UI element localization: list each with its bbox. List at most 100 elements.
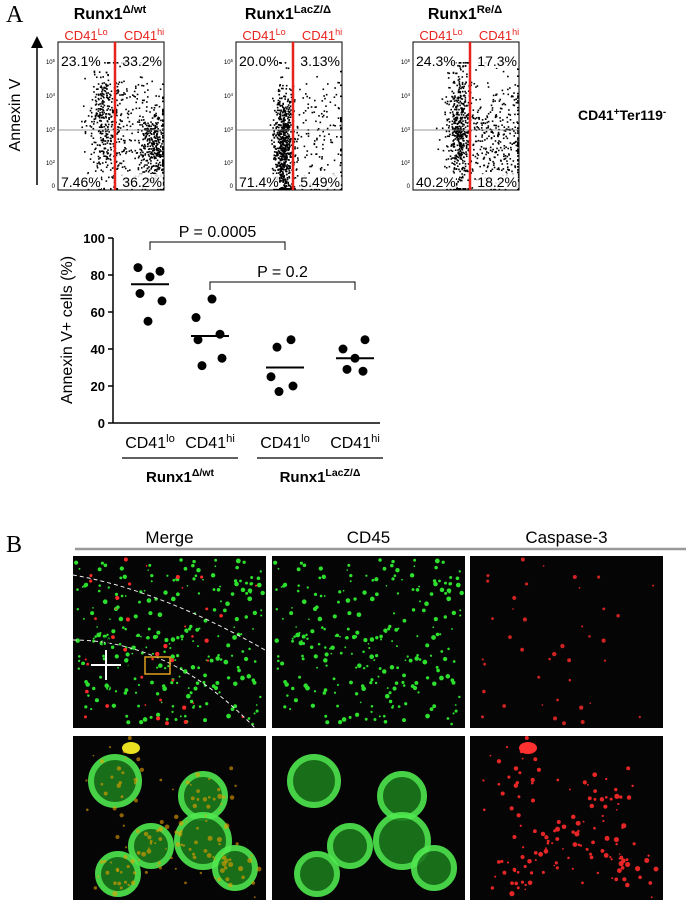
event-dot <box>162 146 164 149</box>
event-dot <box>119 162 121 165</box>
event-dot <box>103 104 106 107</box>
event-dot <box>463 169 465 172</box>
event-dot <box>284 138 287 140</box>
event-dot <box>110 134 113 137</box>
superscript: + <box>614 107 620 118</box>
event-dot <box>288 126 290 129</box>
event-dot <box>504 130 507 132</box>
caspase-speck <box>574 831 580 837</box>
event-dot <box>484 122 487 125</box>
event-dot <box>284 150 287 153</box>
event-dot <box>137 167 140 169</box>
event-dot <box>458 82 461 85</box>
event-dot <box>477 109 480 112</box>
data-point <box>207 294 217 304</box>
caspase-speck <box>568 788 571 791</box>
cell-speck <box>156 630 161 635</box>
event-dot <box>517 113 519 116</box>
caspase-speck <box>127 582 132 586</box>
caspase-speck <box>119 870 123 874</box>
event-dot <box>157 138 159 141</box>
event-dot <box>161 112 164 115</box>
event-dot <box>120 113 123 115</box>
caspase-speck <box>560 643 565 649</box>
event-dot <box>485 130 488 133</box>
event-dot <box>472 170 474 172</box>
event-dot <box>466 169 468 172</box>
cell-speck <box>349 680 353 685</box>
y-tick-label: 80 <box>91 268 105 283</box>
event-dot <box>319 121 322 124</box>
event-dot <box>287 125 290 127</box>
event-dot <box>160 119 162 122</box>
caspase-speck <box>593 797 597 801</box>
event-dot <box>97 93 100 96</box>
caspase-speck <box>217 793 223 799</box>
event-dot <box>151 128 154 130</box>
event-dot <box>147 145 149 148</box>
event-dot <box>149 150 151 153</box>
cell-speck <box>324 652 329 657</box>
event-dot <box>464 62 467 64</box>
caspase-speck <box>124 757 127 760</box>
cell-speck <box>344 646 347 649</box>
axis-tick-label: 104 <box>46 92 56 101</box>
event-dot <box>271 97 274 100</box>
data-point <box>358 366 368 376</box>
event-dot <box>461 118 463 120</box>
caspase-speck <box>520 880 525 884</box>
event-dot <box>493 135 496 137</box>
cell-speck <box>404 659 407 662</box>
caspase-speck <box>530 777 535 783</box>
event-dot <box>118 81 121 84</box>
event-dot <box>473 82 476 85</box>
event-dot <box>100 132 103 135</box>
caspase-speck <box>542 564 545 567</box>
cell-speck <box>172 578 176 582</box>
event-dot <box>148 148 151 150</box>
event-dot <box>296 138 299 140</box>
event-dot <box>142 125 144 128</box>
event-dot <box>450 108 453 111</box>
event-dot <box>323 139 326 141</box>
event-dot <box>456 130 459 132</box>
cell-speck <box>391 706 394 709</box>
cell-speck <box>429 592 434 596</box>
event-dot <box>285 180 287 182</box>
event-dot <box>288 169 291 172</box>
event-dot <box>462 144 464 147</box>
vessel-outline <box>72 574 266 651</box>
caspase-speck <box>108 745 112 749</box>
event-dot <box>155 140 158 142</box>
event-dot <box>153 152 156 154</box>
event-dot <box>109 96 111 99</box>
event-dot <box>285 140 288 142</box>
cell-speck <box>163 590 168 595</box>
cell-speck <box>392 686 397 691</box>
caspase-speck <box>254 584 258 587</box>
event-dot <box>476 111 479 114</box>
cell-speck <box>223 659 229 665</box>
event-dot <box>109 146 112 149</box>
event-dot <box>128 150 131 152</box>
cell-speck <box>277 567 280 570</box>
cell-speck <box>214 565 217 568</box>
caspase-speck <box>207 795 211 799</box>
event-dot <box>458 152 461 155</box>
data-point <box>338 344 348 354</box>
event-dot <box>466 62 469 64</box>
caspase-speck <box>199 871 203 875</box>
event-dot <box>95 76 98 79</box>
cell-speck <box>298 631 301 634</box>
event-dot <box>277 133 280 136</box>
event-dot <box>325 93 328 96</box>
data-point <box>135 289 145 298</box>
event-dot <box>285 113 287 116</box>
event-dot <box>100 108 103 111</box>
event-dot <box>451 128 454 130</box>
superscript: hi <box>157 27 164 37</box>
event-dot <box>492 94 495 97</box>
event-dot <box>448 72 451 75</box>
cell-speck <box>450 678 455 683</box>
event-dot <box>147 170 150 173</box>
